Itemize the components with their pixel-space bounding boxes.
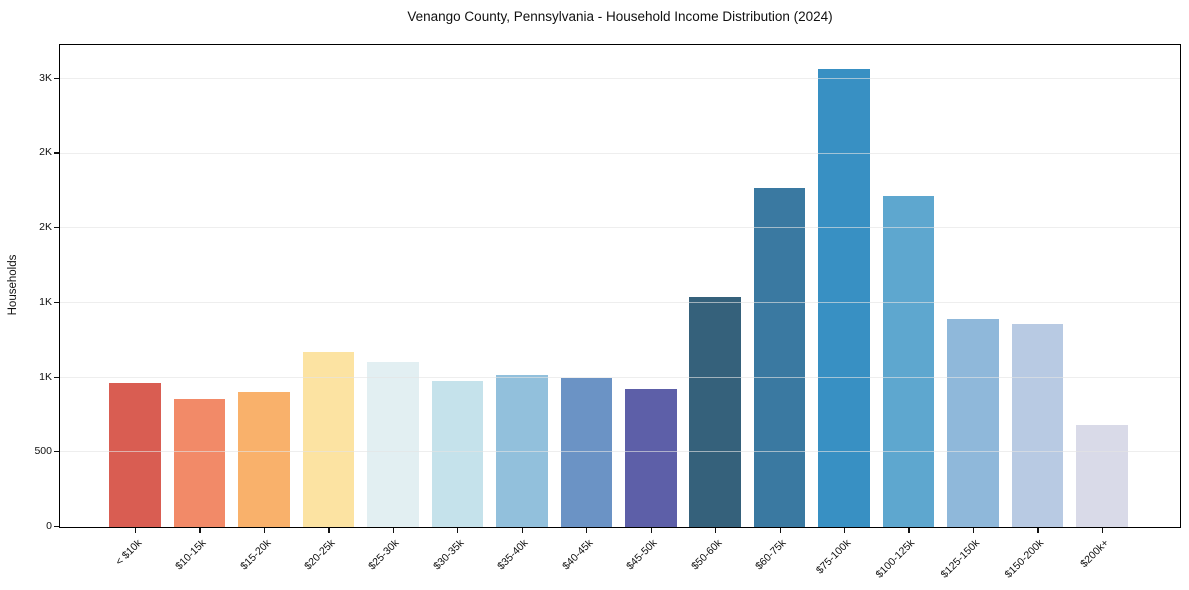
x-tick-label: $30-35k xyxy=(431,537,467,573)
x-tick-label: $150-200k xyxy=(1002,537,1047,581)
y-tick-mark xyxy=(54,451,59,453)
bar-15-20k xyxy=(238,391,290,527)
y-tick-label: 1K xyxy=(39,295,52,308)
gridline xyxy=(60,227,1180,229)
x-tick-mark xyxy=(779,528,781,533)
x-tick-mark xyxy=(199,528,201,533)
x-tick-mark xyxy=(843,528,846,533)
bar-75-100k xyxy=(818,68,870,527)
y-tick-mark xyxy=(54,526,59,528)
y-tick-mark xyxy=(54,376,59,378)
bar-125-150k xyxy=(947,319,999,527)
y-tick-mark xyxy=(54,227,59,229)
x-tick-mark xyxy=(1037,528,1039,533)
x-tick-mark xyxy=(908,528,910,533)
x-tick-label: $10-15k xyxy=(173,537,209,573)
y-tick-mark xyxy=(54,301,59,304)
plot-area xyxy=(59,44,1181,528)
x-tick-mark xyxy=(328,528,330,533)
x-tick-mark xyxy=(1101,528,1103,533)
x-tick-label: $50-60k xyxy=(688,537,725,573)
y-tick-label: 0 xyxy=(46,520,52,533)
bar-50-60k xyxy=(689,296,742,527)
x-tick-label: $35-40k xyxy=(495,537,531,573)
x-tick-mark xyxy=(521,528,523,533)
bar-150-200k xyxy=(1011,323,1064,527)
x-tick-label: $40-45k xyxy=(559,537,596,573)
y-tick-mark xyxy=(54,152,59,154)
bar-100-125k xyxy=(882,196,935,527)
x-tick-mark xyxy=(586,528,588,533)
x-tick-mark xyxy=(392,528,394,533)
x-tick-mark xyxy=(972,528,975,533)
gridline xyxy=(60,77,1180,79)
chart-title: Venango County, Pennsylvania - Household… xyxy=(407,9,833,24)
gridline xyxy=(60,451,1180,453)
bar-35-40k xyxy=(496,374,548,527)
bar-200k xyxy=(1076,424,1128,527)
x-tick-label: $75-100k xyxy=(813,537,854,577)
x-tick-label: $200k+ xyxy=(1077,537,1111,571)
x-tick-label: < $10k xyxy=(113,537,145,568)
y-tick-label: 2K xyxy=(39,221,52,234)
gridline xyxy=(60,302,1180,304)
gridline xyxy=(60,376,1180,378)
x-tick-mark xyxy=(457,528,459,533)
x-tick-label: $15-20k xyxy=(237,537,274,573)
bar-10k xyxy=(109,382,161,527)
x-tick-label: $20-25k xyxy=(302,537,338,573)
bar-60-75k xyxy=(753,187,806,527)
bar-30-35k xyxy=(431,381,484,527)
bar-20-25k xyxy=(302,352,355,527)
y-tick-label: 3K xyxy=(39,71,52,84)
bar-25-30k xyxy=(367,361,419,527)
x-tick-label: $60-75k xyxy=(753,537,789,573)
x-tick-label: $45-50k xyxy=(624,537,660,573)
x-tick-label: $100-125k xyxy=(873,537,918,581)
x-tick-label: $125-150k xyxy=(938,537,982,581)
x-tick-mark xyxy=(263,528,266,533)
y-tick-label: 1K xyxy=(39,370,52,383)
y-tick-mark xyxy=(54,77,59,79)
x-tick-mark xyxy=(135,528,137,533)
y-tick-label: 500 xyxy=(34,445,52,458)
x-tick-mark xyxy=(715,528,717,533)
x-tick-label: $25-30k xyxy=(366,537,402,573)
bar-10-15k xyxy=(173,399,226,527)
gridline xyxy=(60,152,1180,154)
y-axis-label: Households xyxy=(7,254,19,316)
y-tick-label: 2K xyxy=(39,146,52,159)
bar-45-50k xyxy=(625,388,677,527)
x-tick-mark xyxy=(650,528,652,533)
